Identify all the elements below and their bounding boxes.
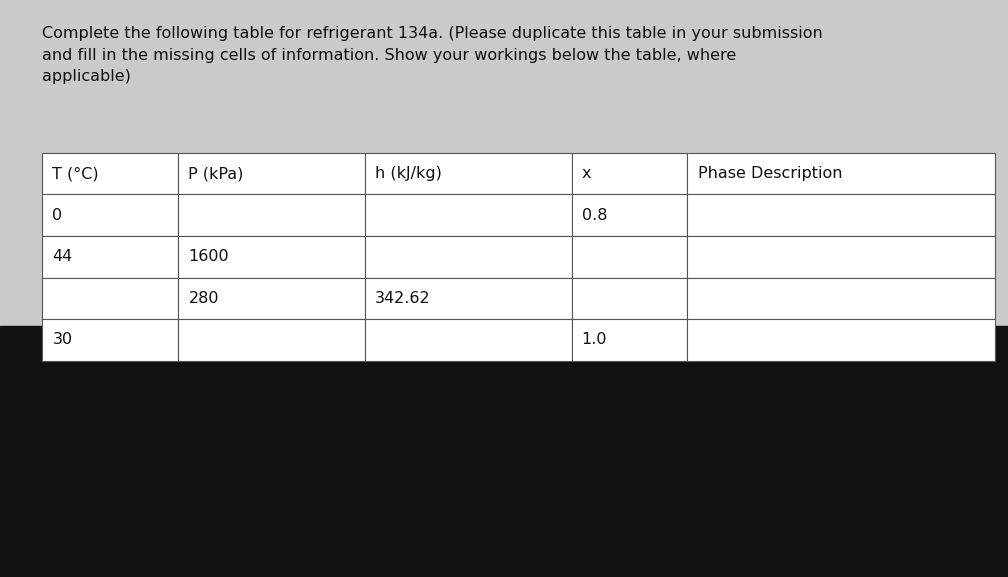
Bar	[365, 278, 572, 319]
Bar	[687, 319, 995, 361]
Bar	[365, 319, 572, 361]
Text: Phase Description: Phase Description	[698, 166, 842, 181]
Bar	[572, 194, 687, 236]
Text: h (kJ/kg): h (kJ/kg)	[375, 166, 442, 181]
Text: 280: 280	[188, 291, 219, 306]
Bar	[0, 326, 1008, 577]
Text: 342.62: 342.62	[375, 291, 430, 306]
Bar	[178, 194, 365, 236]
Text: 1.0: 1.0	[582, 332, 607, 347]
Bar	[365, 236, 572, 278]
Bar	[687, 153, 995, 194]
Bar	[572, 278, 687, 319]
Text: x: x	[582, 166, 591, 181]
Bar	[178, 278, 365, 319]
Bar	[572, 236, 687, 278]
Bar	[687, 278, 995, 319]
Bar	[42, 319, 178, 361]
Bar	[178, 319, 365, 361]
Bar	[42, 278, 178, 319]
Text: Complete the following table for refrigerant 134a. (Please duplicate this table : Complete the following table for refrige…	[42, 26, 824, 84]
Bar	[42, 194, 178, 236]
Text: T (°C): T (°C)	[52, 166, 99, 181]
Bar	[42, 236, 178, 278]
Bar	[572, 319, 687, 361]
Text: 30: 30	[52, 332, 73, 347]
Text: 0.8: 0.8	[582, 208, 607, 223]
Bar	[572, 153, 687, 194]
Bar	[365, 194, 572, 236]
Text: 0: 0	[52, 208, 62, 223]
Bar	[178, 236, 365, 278]
Bar	[687, 236, 995, 278]
Text: 1600: 1600	[188, 249, 229, 264]
Text: 44: 44	[52, 249, 73, 264]
Bar	[687, 194, 995, 236]
Bar	[42, 153, 178, 194]
Text: P (kPa): P (kPa)	[188, 166, 244, 181]
Bar	[0, 0, 1008, 326]
Bar	[365, 153, 572, 194]
Bar	[178, 153, 365, 194]
